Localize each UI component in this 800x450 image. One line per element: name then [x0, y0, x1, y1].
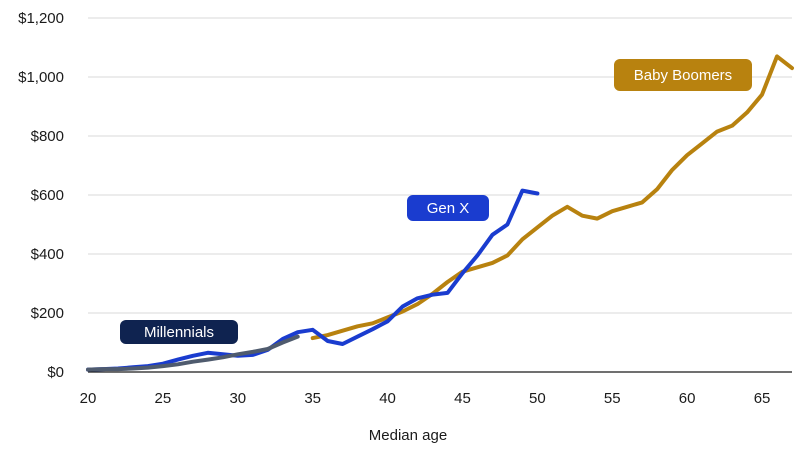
series-tag-gen-x: Gen X — [407, 195, 489, 221]
x-tick-label: 55 — [604, 390, 621, 407]
y-axis-ticks: $0 $200 $400 $600 $800 $1,000 $1,200 — [18, 10, 64, 381]
series-tag-background — [614, 59, 752, 91]
y-tick-label: $1,200 — [18, 10, 64, 27]
x-tick-label: 60 — [679, 390, 696, 407]
series-tag-background — [120, 320, 238, 344]
y-tick-label: $400 — [31, 246, 64, 263]
series-tag-label: Baby Boomers — [634, 67, 732, 84]
series-line-millennials — [86, 334, 300, 372]
y-tick-label: $1,000 — [18, 69, 64, 86]
series-line-baby-boomers — [310, 54, 794, 341]
series-tag-label: Millennials — [144, 324, 214, 341]
x-tick-label: 30 — [229, 390, 246, 407]
y-tick-label: $0 — [47, 364, 64, 381]
series-labels: Baby Boomers Gen X Millennials — [120, 59, 752, 344]
y-tick-label: $800 — [31, 128, 64, 145]
x-tick-label: 40 — [379, 390, 396, 407]
y-tick-label: $600 — [31, 187, 64, 204]
x-tick-label: 45 — [454, 390, 471, 407]
series-tag-label: Gen X — [427, 200, 470, 217]
series-tag-background — [407, 195, 489, 221]
x-tick-label: 65 — [754, 390, 771, 407]
gridlines — [88, 17, 792, 373]
x-tick-label: 25 — [155, 390, 172, 407]
y-tick-label: $200 — [31, 305, 64, 322]
series-line-gen-x — [86, 188, 540, 372]
series-lines — [86, 54, 794, 372]
x-tick-label: 35 — [304, 390, 321, 407]
x-tick-label: 50 — [529, 390, 546, 407]
x-axis-ticks: 20 25 30 35 40 45 50 55 60 65 — [80, 390, 771, 407]
x-tick-label: 20 — [80, 390, 97, 407]
series-tag-baby-boomers: Baby Boomers — [614, 59, 752, 91]
series-tag-millennials: Millennials — [120, 320, 238, 344]
x-axis-label: Median age — [369, 427, 447, 444]
